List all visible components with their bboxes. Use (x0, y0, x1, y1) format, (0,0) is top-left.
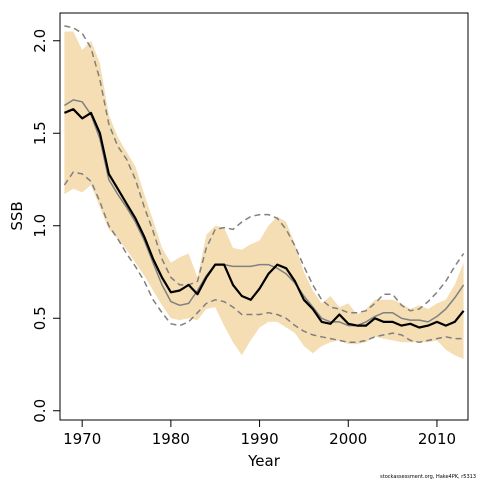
y-tick-label: 2.0 (31, 29, 49, 53)
lower-interval-line (63, 171, 464, 344)
y-tick-label: 0.5 (31, 306, 49, 330)
estimate-line (63, 108, 465, 329)
plot-area (63, 25, 465, 359)
x-tick-label: 1970 (63, 430, 101, 448)
y-axis-title: SSB (8, 201, 26, 230)
y-tick-label: 1.0 (31, 214, 49, 238)
x-tick-label: 2000 (329, 430, 367, 448)
source-note: stockassessment.org, Hake4PK, r5313 (380, 474, 476, 480)
y-tick-label: 0.0 (31, 399, 49, 423)
x-tick-label: 1990 (240, 430, 278, 448)
axes: 1970 1980 1990 2000 2010 0.0 0.5 1.0 1.5 2.0 (31, 29, 456, 448)
upper-interval-line (64, 25, 465, 314)
x-axis-title: Year (247, 452, 281, 470)
plot-frame (59, 12, 469, 421)
x-tick-label: 1980 (152, 430, 190, 448)
confidence-band (64, 31, 464, 359)
reference-line (64, 99, 465, 327)
x-tick-label: 2010 (418, 430, 456, 448)
y-tick-label: 1.5 (31, 121, 49, 145)
